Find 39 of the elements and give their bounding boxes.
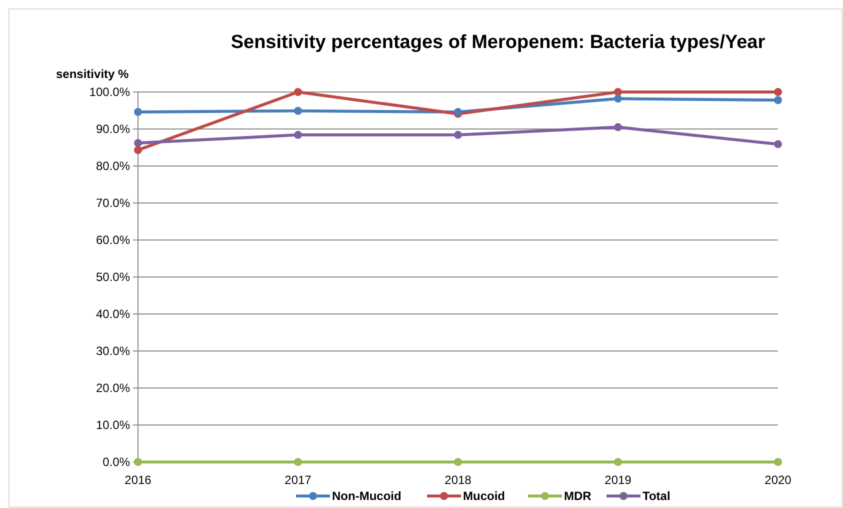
legend-label: MDR [564, 489, 592, 504]
x-tick-label: 2019 [604, 473, 632, 487]
point [454, 130, 462, 139]
point [294, 130, 302, 139]
point [774, 458, 782, 466]
y-tick-label: 10.0% [96, 418, 130, 432]
y-axis-title: sensitivity % [56, 67, 130, 81]
y-tick-label: 80.0% [96, 159, 130, 174]
y-tick-label: 70.0% [96, 196, 130, 210]
y-tick-label: 100.0% [89, 85, 130, 100]
legend-label: Mucoid [463, 489, 505, 504]
x-tick-label: 2018 [444, 473, 472, 487]
point [294, 106, 302, 115]
legend-label: Non-Mucoid [332, 489, 402, 504]
point [294, 458, 302, 466]
y-tick-label: 90.0% [96, 122, 130, 136]
legend-label: Total [642, 489, 670, 504]
y-tick-label: 40.0% [96, 307, 130, 322]
point [774, 96, 782, 104]
y-tick-label: 20.0% [96, 381, 130, 396]
point [454, 458, 462, 466]
point [134, 108, 142, 116]
point [614, 458, 622, 466]
x-tick-label: 2020 [764, 473, 792, 487]
x-tick-label: 2016 [124, 473, 152, 487]
chart-title: Sensitivity percentages of Meropenem: Bacteria types/Year [230, 32, 766, 53]
x-tick-label: 2017 [284, 473, 312, 487]
y-tick-label: 50.0% [96, 270, 130, 284]
point [134, 139, 142, 148]
point [614, 88, 622, 96]
y-tick-label: 30.0% [96, 344, 130, 358]
point [614, 94, 622, 103]
point [614, 123, 622, 132]
y-tick-label: 60.0% [96, 233, 130, 248]
point [134, 146, 142, 154]
point [774, 88, 782, 96]
point [294, 88, 302, 96]
y-tick-label: 0.0% [102, 455, 130, 470]
point [774, 140, 782, 148]
